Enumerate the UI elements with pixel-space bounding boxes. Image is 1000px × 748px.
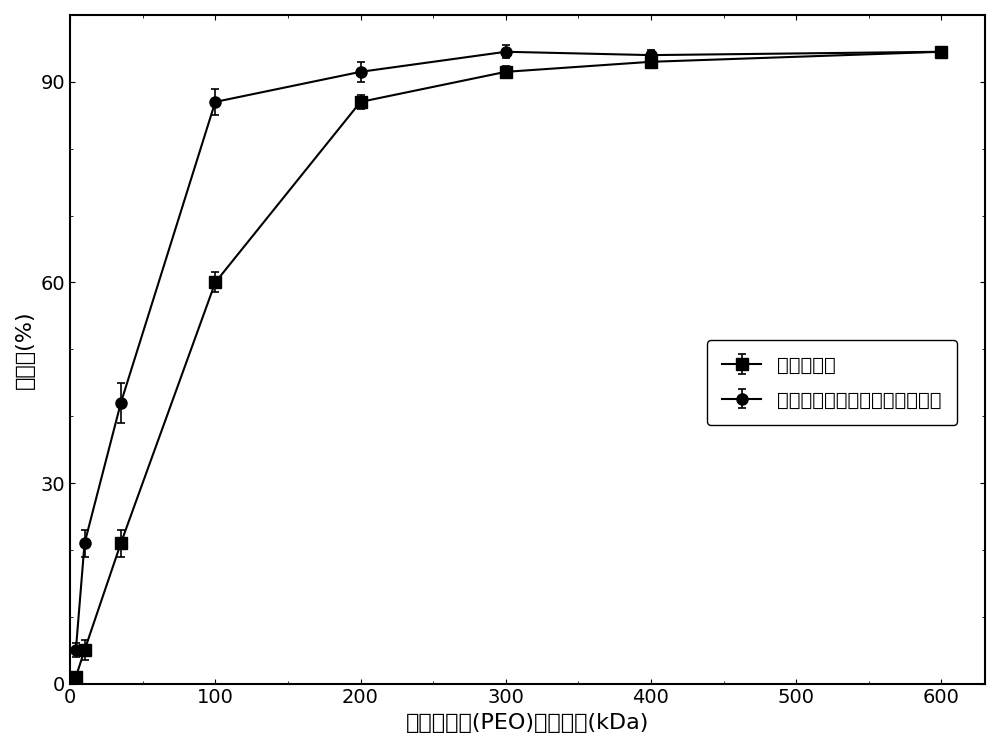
Y-axis label: 截留率(%): 截留率(%) xyxy=(15,310,35,389)
Legend: 常规有机膜, 纳米类水滑石接枝超亲水有机膜: 常规有机膜, 纳米类水滑石接枝超亲水有机膜 xyxy=(707,340,957,425)
X-axis label: 聚环氧乙烷(PEO)分子质量(kDa): 聚环氧乙烷(PEO)分子质量(kDa) xyxy=(406,713,649,733)
